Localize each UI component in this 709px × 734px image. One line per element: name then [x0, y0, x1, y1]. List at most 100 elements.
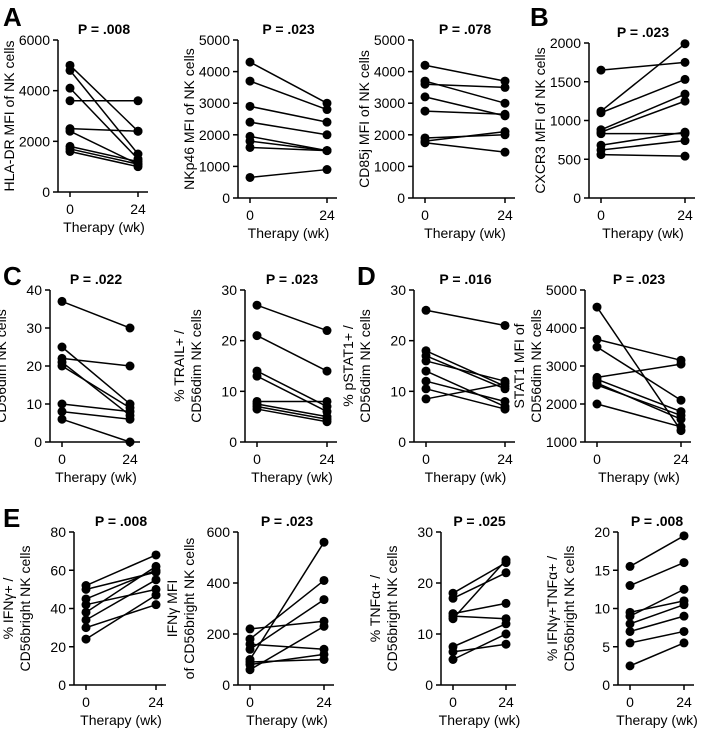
x-axis-label: Therapy (wk)	[424, 225, 506, 241]
data-point-week24	[500, 127, 510, 137]
pair-line	[61, 410, 131, 420]
pair-line	[452, 623, 507, 648]
y-tick-label: 40	[50, 601, 66, 617]
pair-line	[249, 541, 325, 660]
data-point-week24	[125, 323, 135, 333]
pair-line	[424, 110, 506, 116]
data-point-week24	[500, 320, 510, 330]
data-point-week0	[57, 296, 67, 306]
y-tick-label: 20	[50, 639, 66, 655]
data-point-week24	[500, 98, 510, 108]
pair-line	[61, 346, 131, 405]
y-tick-label: 2000	[550, 35, 581, 51]
pair-line	[629, 603, 685, 625]
data-point-week0	[57, 342, 67, 352]
x-axis-label: Therapy (wk)	[63, 219, 145, 235]
y-axis-label: STAT1 MFI of	[511, 323, 527, 408]
data-point-week24	[500, 396, 510, 406]
y-axis-label: of CD56bright NK cells	[181, 538, 197, 680]
chart-panel: 0 2000 4000 6000 0 24 Therapy (wk) P = .008 HLA-…	[1, 21, 148, 235]
data-point-week0	[421, 356, 431, 366]
pair-line	[249, 625, 325, 671]
pair-line	[629, 588, 685, 617]
data-point-week24	[319, 537, 329, 547]
x-axis-label: Therapy (wk)	[80, 712, 162, 728]
x-tick-label: 24	[676, 694, 692, 710]
data-point-week0	[625, 638, 635, 648]
y-tick-label: 20	[417, 575, 433, 591]
y-tick-label: 1500	[550, 74, 581, 90]
x-tick-label: 0	[253, 451, 261, 467]
pair-line	[85, 588, 157, 606]
data-point-week24	[676, 410, 686, 420]
chart-panel: 0 1000 2000 3000 4000 5000 0 24 Therapy (wk) P = …	[181, 21, 337, 241]
chart-panel: 0 10 20 30 0 24 Therapy (wk) P = .016 % pSTAT1+ …	[340, 271, 515, 485]
pair-line	[596, 378, 682, 413]
data-point-week0	[448, 647, 458, 657]
pair-line	[425, 350, 506, 387]
y-tick-label: 30	[417, 524, 433, 540]
data-point-week24	[322, 130, 332, 140]
data-point-week24	[322, 105, 332, 115]
pair-line	[452, 602, 507, 615]
p-value-label: P = .008	[78, 21, 131, 37]
data-point-week0	[65, 83, 75, 93]
pair-line	[425, 388, 506, 410]
pair-line	[249, 140, 328, 152]
chart-panel: 0 500 1000 1500 2000 0 24 Therapy (wk) P = .023 C…	[532, 24, 695, 241]
x-axis-label: Therapy (wk)	[251, 469, 333, 485]
x-tick-label: 0	[246, 207, 254, 223]
data-point-week24	[501, 629, 511, 639]
x-tick-label: 0	[449, 694, 457, 710]
data-point-week0	[57, 399, 67, 409]
data-point-week24	[676, 395, 686, 405]
y-tick-label: 80	[50, 524, 66, 540]
pair-line	[600, 153, 686, 157]
data-point-week24	[322, 326, 332, 336]
data-point-week24	[676, 359, 686, 369]
pair-line	[85, 569, 157, 600]
data-point-week24	[133, 162, 143, 172]
data-point-week24	[133, 96, 143, 106]
pair-line	[69, 148, 139, 165]
x-tick-label: 24	[498, 694, 514, 710]
x-tick-label: 24	[497, 207, 513, 223]
data-point-week24	[500, 82, 510, 92]
pair-line	[256, 405, 328, 420]
data-point-week24	[501, 639, 511, 649]
y-tick-label: 30	[26, 320, 42, 336]
y-tick-label: 3000	[546, 358, 577, 374]
y-tick-label: 4000	[199, 64, 230, 80]
pair-line	[425, 382, 506, 400]
y-tick-label: 1000	[199, 158, 230, 174]
y-tick-label: 4000	[546, 320, 577, 336]
data-point-week0	[448, 655, 458, 664]
data-point-week24	[679, 611, 689, 621]
x-tick-label: 24	[130, 201, 146, 217]
y-axis-label: % pSTAT1+ /	[340, 325, 356, 407]
data-point-week24	[501, 568, 511, 578]
x-tick-label: 24	[677, 207, 693, 223]
y-axis-label: HLA-DR MFI of NK cells	[1, 41, 17, 192]
y-tick-label: 0	[398, 434, 406, 450]
p-value-label: P = .008	[95, 513, 148, 529]
pair-line	[249, 121, 328, 136]
pair-line	[249, 105, 328, 123]
pair-line	[600, 93, 686, 131]
chart-panel: 1000 2000 3000 4000 5000 0 24 Therapy (wk) P = .…	[511, 271, 691, 485]
data-point-week0	[245, 142, 255, 152]
data-point-week0	[252, 371, 262, 381]
data-point-week24	[680, 96, 690, 106]
data-point-week0	[65, 126, 75, 136]
pair-line	[452, 559, 507, 620]
data-point-week24	[322, 366, 332, 376]
data-point-week0	[625, 611, 635, 621]
data-point-week0	[420, 106, 430, 116]
data-point-week0	[420, 92, 430, 102]
pair-line	[61, 357, 131, 367]
pair-line	[85, 565, 157, 613]
pair-line	[85, 594, 157, 640]
y-tick-label: 20	[26, 358, 42, 374]
